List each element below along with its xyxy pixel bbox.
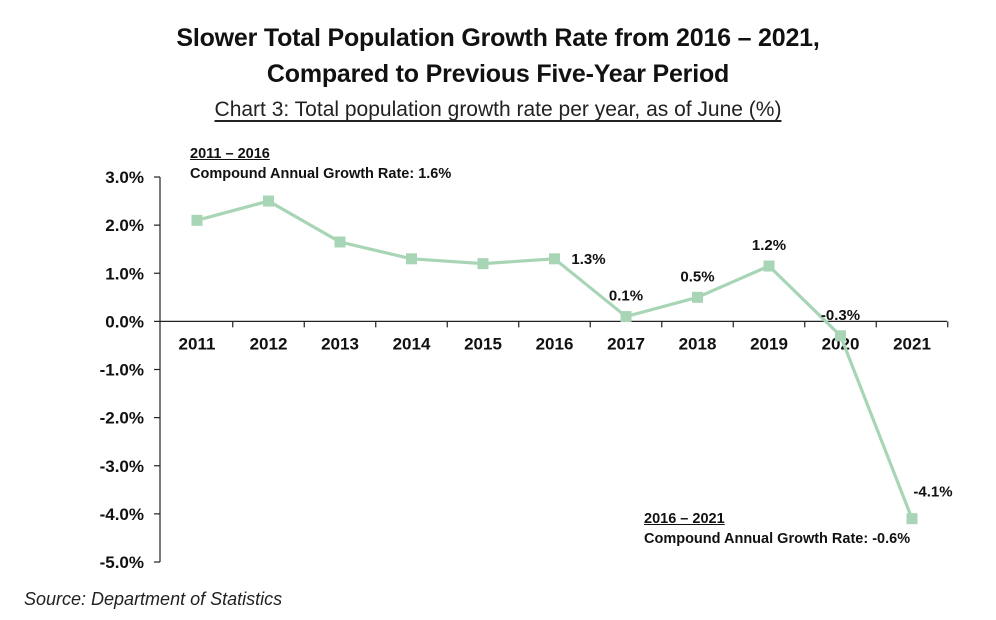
data-point-marker <box>549 253 560 265</box>
data-point-marker <box>763 260 775 272</box>
annotation-text: Compound Annual Growth Rate: 1.6% <box>190 166 452 182</box>
data-point-marker <box>906 513 918 525</box>
y-tick-label: -2.0% <box>100 409 144 428</box>
chart-subtitle: Chart 3: Total population growth rate pe… <box>0 98 996 122</box>
annotation-text: Compound Annual Growth Rate: -0.6% <box>644 531 911 547</box>
x-tick-label: 2018 <box>679 334 717 353</box>
y-tick-label: 3.0% <box>105 168 144 187</box>
data-label: 0.5% <box>680 268 714 285</box>
data-label: -0.3% <box>821 307 860 324</box>
x-tick-label: 2019 <box>750 334 788 353</box>
data-label: -4.1% <box>913 484 952 501</box>
data-label: 1.2% <box>752 237 786 254</box>
y-tick-label: -3.0% <box>100 457 144 476</box>
series-line <box>196 199 914 520</box>
annotation-period: 2016 – 2021 <box>644 511 725 527</box>
y-tick-label: 1.0% <box>105 264 144 283</box>
chart-title: Slower Total Population Growth Rate from… <box>176 24 820 52</box>
y-tick-label: -1.0% <box>100 361 144 380</box>
y-tick-label: 0.0% <box>105 312 144 331</box>
data-point-marker <box>263 195 274 207</box>
data-point-marker <box>835 330 846 342</box>
y-tick-label: 2.0% <box>105 216 144 235</box>
data-point-marker <box>477 258 489 270</box>
data-label: 0.1% <box>609 288 643 305</box>
y-tick-label: -5.0% <box>100 553 144 572</box>
data-point-marker <box>334 236 346 248</box>
data-point-marker <box>620 311 632 323</box>
x-tick-label: 2014 <box>393 334 431 353</box>
data-point-marker <box>406 253 417 265</box>
data-point-marker <box>191 214 203 226</box>
data-label: 1.3% <box>571 251 605 268</box>
x-tick-label: 2016 <box>536 334 574 353</box>
y-tick-label: -4.0% <box>100 505 144 524</box>
x-tick-label: 2021 <box>893 334 931 353</box>
chart-subtitle-text: Chart 3: Total population growth rate pe… <box>214 98 782 121</box>
annotation-period: 2011 – 2016 <box>190 146 270 162</box>
chart-title-line-2: Compared to Previous Five-Year Period <box>266 60 730 88</box>
source-note: Source: Department of Statistics <box>24 589 283 609</box>
annotation-2016-2021: 2016 – 2021 Compound Annual Growth Rate:… <box>644 509 910 549</box>
x-tick-label: 2017 <box>607 334 645 353</box>
data-point-marker <box>692 291 703 303</box>
annotation-2011-2016: 2011 – 2016 Compound Annual Growth Rate:… <box>190 144 451 184</box>
x-tick-label: 2020 <box>822 334 860 353</box>
x-tick-label: 2011 <box>179 334 216 353</box>
x-tick-label: 2012 <box>250 334 288 353</box>
x-tick-label: 2015 <box>464 334 502 353</box>
x-tick-label: 2013 <box>321 334 359 353</box>
